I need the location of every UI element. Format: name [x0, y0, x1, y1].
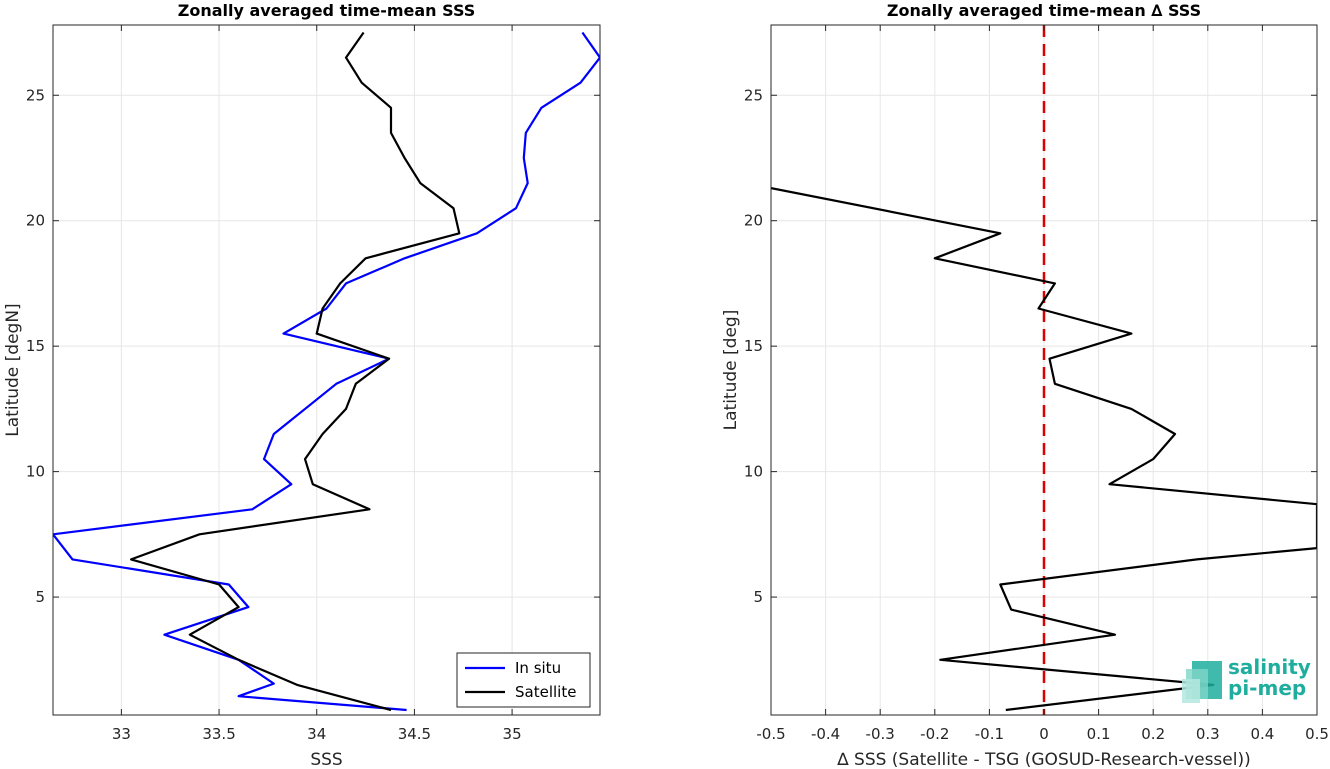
y-tick-label: 25: [744, 86, 763, 104]
x-axis-label: SSS: [310, 750, 342, 769]
delta-sss-panel: -0.5 -0.4 -0.3 -0.2 -0.1 0 0.1 0.2 0.3 0.4 0.5 5 10 1…: [721, 1, 1329, 769]
x-tick-label: 0.4: [1250, 725, 1274, 743]
y-axis-label: Latitude [degN]: [3, 303, 23, 436]
logo-icon: [1182, 661, 1222, 703]
salinity-pi-mep-logo: salinity pi-mep: [1180, 655, 1320, 710]
legend: In situ Satellite: [456, 652, 591, 708]
y-axis-label: Latitude [deg]: [721, 310, 741, 431]
x-tick-label: -0.2: [920, 725, 949, 743]
x-tick-label: 33.5: [202, 725, 235, 743]
x-tick-label: 0.1: [1087, 725, 1111, 743]
y-tick-label: 20: [26, 212, 45, 230]
legend-box: [456, 652, 591, 708]
x-tick-label: 0.2: [1141, 725, 1165, 743]
x-tick-label: 0.3: [1196, 725, 1220, 743]
y-tick-label: 25: [26, 86, 45, 104]
logo-line-1: salinity: [1228, 655, 1311, 679]
axes-box: [52, 24, 601, 716]
x-tick-label: 34: [307, 725, 326, 743]
y-tick-label: 10: [744, 463, 763, 481]
x-tick-label: 35: [503, 725, 522, 743]
legend-label: In situ: [515, 659, 561, 677]
x-tick-label: 0: [1039, 725, 1049, 743]
legend-label: Satellite: [515, 683, 576, 701]
y-tick-label: 5: [35, 588, 45, 606]
x-tick-label: 0.5: [1305, 725, 1329, 743]
y-tick-label: 10: [26, 463, 45, 481]
chart-title: Zonally averaged time-mean ∆ SSS: [887, 1, 1201, 20]
y-tick-label: 5: [753, 588, 763, 606]
series-line-in-situ: [53, 31, 600, 712]
x-tick-label: -0.4: [811, 725, 840, 743]
x-tick-label: -0.5: [756, 725, 785, 743]
x-axis-label: ∆ SSS (Satellite - TSG (GOSUD-Research-v…: [836, 750, 1251, 769]
y-tick-label: 20: [744, 212, 763, 230]
x-tick-label: 33: [112, 725, 131, 743]
logo-text: salinity pi-mep: [1228, 657, 1311, 699]
y-tick-label: 15: [744, 337, 763, 355]
logo-line-2: pi-mep: [1228, 676, 1307, 700]
x-tick-label: 34.5: [398, 725, 431, 743]
plot-area: [53, 25, 600, 715]
sss-panel: 33 33.5 34 34.5 35 5 10 15 20 25 Zonally averaged …: [3, 1, 601, 769]
x-tick-label: -0.1: [975, 725, 1004, 743]
y-tick-label: 15: [26, 337, 45, 355]
series-line-delta-sss: [771, 187, 1317, 712]
chart-title: Zonally averaged time-mean SSS: [178, 1, 476, 20]
series-line-satellite: [130, 31, 461, 712]
x-tick-label: -0.3: [866, 725, 895, 743]
